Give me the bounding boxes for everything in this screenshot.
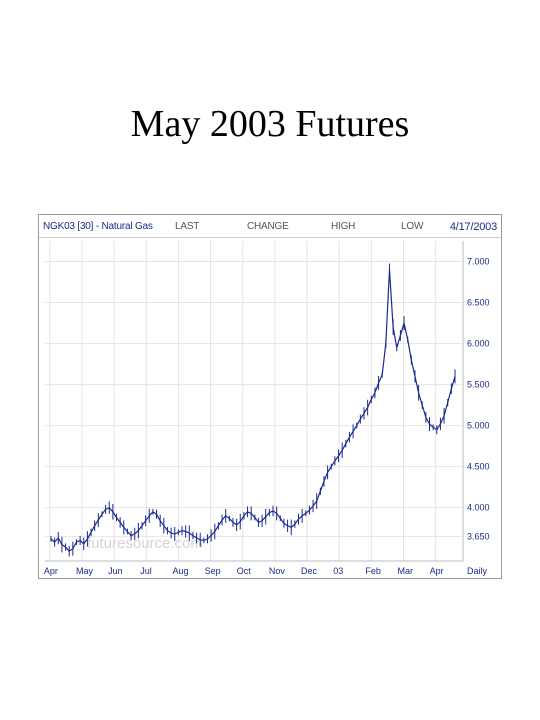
grid-layer <box>45 241 463 561</box>
price-chart: futuresource.com 3.650 4.000 4.500 5.000 5.5… <box>44 241 490 576</box>
series-line <box>50 269 456 552</box>
date-label: 4/17/2003 <box>449 221 497 233</box>
x-tick-label: Sep <box>205 566 221 576</box>
chart-header: NGK03 [30] - Natural Gas LAST CHANGE HIG… <box>39 215 501 237</box>
axis-layer: 3.650 4.000 4.500 5.000 5.500 6.000 6.500 7.000… <box>44 241 490 576</box>
x-tick-label: Oct <box>237 566 252 576</box>
x-tick-label: Dec <box>301 566 318 576</box>
x-tick-label: Apr <box>44 566 58 576</box>
x-tick-label: Aug <box>172 566 188 576</box>
x-tick-label: Mar <box>398 566 414 576</box>
series-layer <box>50 263 456 557</box>
header-divider <box>39 237 501 238</box>
y-tick-label: 5.500 <box>467 380 490 390</box>
last-label: LAST <box>175 221 200 232</box>
y-tick-label: 3.650 <box>467 531 490 541</box>
slide-title: May 2003 Futures <box>130 103 410 145</box>
x-tick-label: Apr <box>430 566 444 576</box>
x-tick-label: Nov <box>269 566 286 576</box>
symbol-label: NGK03 [30] - Natural Gas <box>43 221 153 232</box>
x-tick-label: May <box>76 566 94 576</box>
high-label: HIGH <box>331 221 356 232</box>
y-tick-label: 4.000 <box>467 503 490 513</box>
y-tick-label: 6.500 <box>467 298 490 308</box>
x-tick-label: Daily <box>467 566 488 576</box>
low-label: LOW <box>401 221 424 232</box>
change-label: CHANGE <box>247 221 289 232</box>
y-tick-label: 7.000 <box>467 257 490 267</box>
x-tick-label: Feb <box>365 566 381 576</box>
chart-frame: NGK03 [30] - Natural Gas LAST CHANGE HIG… <box>38 214 502 579</box>
x-tick-label: Jul <box>140 566 152 576</box>
y-tick-label: 6.000 <box>467 339 490 349</box>
x-tick-label: 03 <box>333 566 343 576</box>
y-tick-label: 4.500 <box>467 462 490 472</box>
y-tick-label: 5.000 <box>467 421 490 431</box>
x-tick-label: Jun <box>108 566 123 576</box>
watermark: futuresource.com <box>87 535 203 552</box>
